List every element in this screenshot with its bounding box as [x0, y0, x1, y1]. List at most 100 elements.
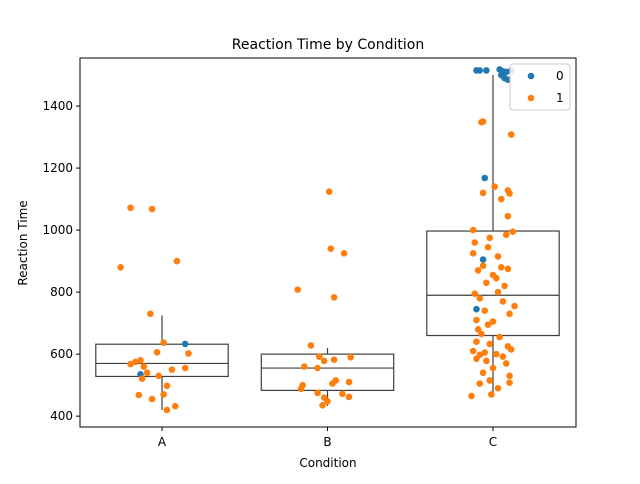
data-point [504, 212, 512, 220]
data-point [473, 316, 480, 324]
data-point [148, 395, 156, 403]
x-tick-label: B [323, 435, 331, 449]
data-point [327, 245, 335, 253]
data-point [494, 253, 502, 260]
y-tick-label: 600 [50, 347, 73, 361]
data-point [473, 355, 480, 363]
data-point [494, 384, 502, 392]
data-point [474, 267, 482, 274]
data-point [469, 250, 477, 257]
data-point [479, 262, 487, 270]
data-point [148, 205, 156, 213]
legend-label: 1 [556, 91, 564, 105]
data-point [478, 118, 485, 126]
data-point [315, 353, 323, 360]
data-point [294, 286, 302, 293]
data-point [181, 364, 189, 372]
data-point [483, 67, 490, 74]
data-point [155, 372, 162, 380]
data-point [506, 372, 513, 380]
data-point [488, 391, 495, 398]
data-point [160, 391, 167, 398]
data-point [502, 231, 510, 239]
data-point [501, 282, 508, 290]
data-point [486, 340, 493, 348]
data-point [127, 204, 134, 212]
data-point [479, 256, 487, 263]
data-point [319, 401, 326, 409]
data-point [153, 348, 161, 356]
data-point [160, 339, 167, 346]
data-point [314, 364, 321, 372]
data-point [497, 195, 505, 203]
y-tick-label: 1200 [42, 161, 73, 175]
data-point [181, 340, 189, 348]
data-point [506, 190, 513, 197]
legend-label: 0 [556, 69, 564, 83]
box-iqr [260, 353, 395, 392]
data-point [506, 310, 513, 318]
box-C [426, 75, 560, 396]
data-point [502, 68, 510, 76]
data-point [132, 358, 139, 366]
legend: 01 [509, 63, 571, 111]
box-iqr [426, 230, 560, 337]
data-point [137, 357, 144, 364]
data-point [479, 369, 487, 377]
data-point [347, 353, 354, 361]
data-point [345, 378, 353, 386]
y-tick-label: 800 [50, 285, 73, 299]
data-point [489, 318, 497, 325]
data-point [163, 382, 171, 390]
chart-title: Reaction Time by Condition [232, 37, 424, 53]
data-point [484, 243, 492, 251]
x-axis-label: Condition [299, 456, 356, 470]
data-point [484, 321, 492, 328]
data-point [502, 360, 510, 367]
data-point [314, 389, 321, 397]
data-point [511, 302, 518, 310]
data-point [483, 279, 490, 287]
y-tick-label: 400 [50, 409, 73, 423]
data-point [507, 131, 515, 138]
data-point [509, 228, 517, 235]
legend-box [509, 63, 571, 111]
data-point [117, 264, 124, 271]
data-point [504, 265, 512, 273]
data-point [307, 342, 315, 349]
data-point [325, 188, 333, 195]
data-point [140, 363, 148, 370]
data-point [173, 257, 181, 265]
x-tick-label: C [489, 435, 497, 449]
data-point [147, 310, 154, 318]
data-point [489, 364, 497, 372]
data-point [345, 393, 353, 401]
data-point [339, 390, 346, 398]
data-point [469, 347, 477, 355]
data-point [476, 380, 484, 387]
data-point [496, 333, 503, 341]
data-point [138, 375, 146, 382]
data-point [143, 369, 151, 377]
data-point [486, 234, 493, 242]
data-point [329, 380, 336, 387]
data-point [301, 363, 308, 370]
data-point [330, 356, 338, 364]
data-point [494, 288, 502, 296]
data-point [481, 174, 489, 182]
x-tick-label: A [158, 435, 167, 449]
data-point [185, 350, 192, 357]
data-point [493, 274, 500, 282]
data-point [499, 298, 507, 305]
data-point [499, 353, 507, 360]
data-point [473, 305, 480, 313]
data-point [320, 357, 328, 365]
data-point [507, 346, 515, 353]
data-point [471, 239, 479, 246]
data-point [163, 406, 171, 414]
data-point [486, 377, 493, 384]
data-point [340, 250, 348, 257]
y-tick-label: 1400 [42, 99, 73, 113]
data-point [171, 402, 179, 410]
